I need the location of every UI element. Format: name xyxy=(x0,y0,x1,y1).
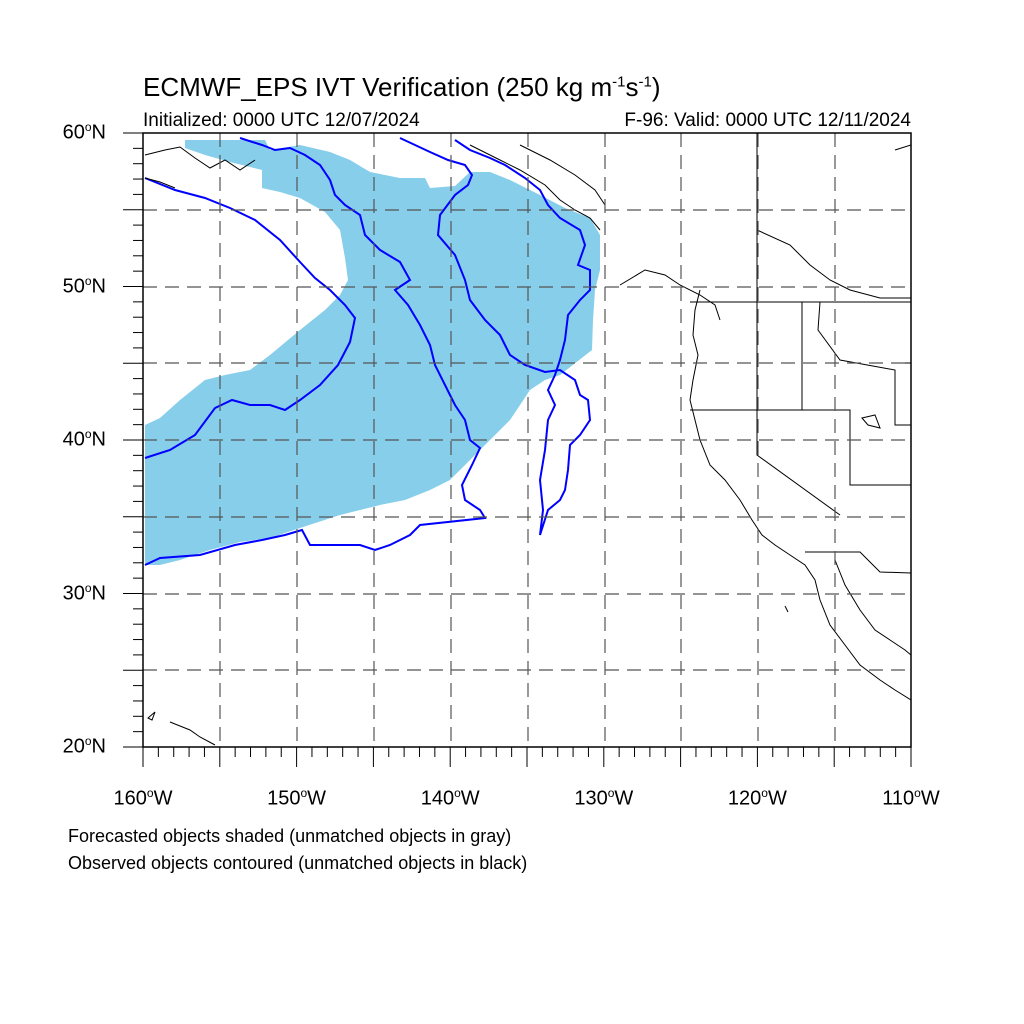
lat-label: 60oN xyxy=(62,120,106,144)
lat-label: 20oN xyxy=(62,734,106,758)
lat-label: 40oN xyxy=(62,427,106,451)
lon-label: 140oW xyxy=(420,786,480,810)
map-title: ECMWF_EPS IVT Verification (250 kg m-1s-… xyxy=(143,72,661,102)
valid-time: F-96: Valid: 0000 UTC 12/11/2024 xyxy=(624,110,911,131)
lon-label: 110oW xyxy=(882,786,940,810)
lon-label: 150oW xyxy=(267,786,327,810)
lat-label: 30oN xyxy=(62,580,106,605)
graticule xyxy=(143,133,911,747)
observed-ivt-contours xyxy=(144,137,592,566)
legend-observed-note: Observed objects contoured (unmatched ob… xyxy=(68,853,528,873)
lon-label: 130oW xyxy=(574,786,634,810)
lon-label: 120oW xyxy=(727,786,787,810)
legend-forecast-note: Forecasted objects shaded (unmatched obj… xyxy=(68,826,512,846)
lon-label: 160oW xyxy=(113,786,173,810)
lat-label: 50oN xyxy=(62,273,106,298)
coastlines xyxy=(144,133,911,746)
forecast-ivt-object xyxy=(145,140,600,565)
initialized-time: Initialized: 0000 UTC 12/07/2024 xyxy=(143,110,420,131)
tick-marks xyxy=(123,132,912,767)
